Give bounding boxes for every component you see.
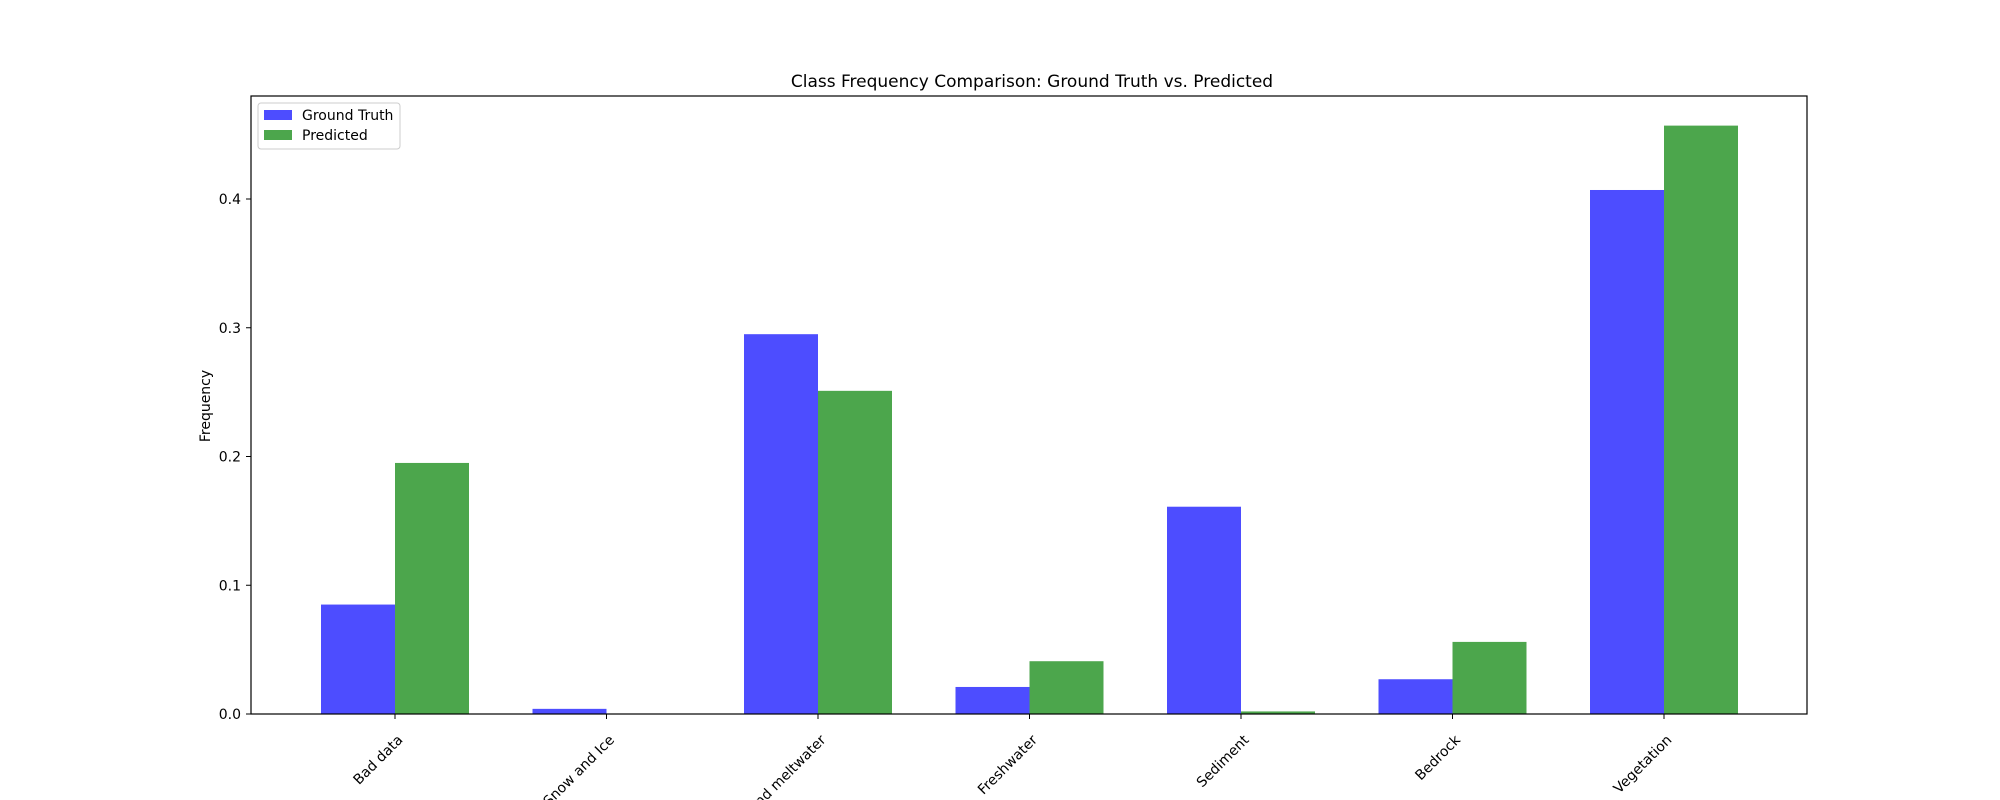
x-tick-label: Bad data xyxy=(351,732,407,788)
bar-predicted-bedrock xyxy=(1452,641,1527,714)
bar-ground-truth-bad-data xyxy=(321,604,395,714)
y-axis-label: Frequency xyxy=(198,370,214,442)
bar-predicted-bad-data xyxy=(395,462,469,714)
chart-title: Class Frequency Comparison: Ground Truth… xyxy=(791,72,1273,92)
legend: Ground Truth Predicted xyxy=(257,102,401,150)
bar-ground-truth-and-meltwater xyxy=(744,334,818,714)
x-tick-label: and meltwater xyxy=(746,732,830,800)
legend-box xyxy=(257,102,401,150)
x-tick-label: Snow and Ice xyxy=(541,732,618,800)
bar-ground-truth-snow-and-ice xyxy=(532,708,607,714)
bar-ground-truth-bedrock xyxy=(1378,679,1453,714)
y-tick-label: 0.1 xyxy=(219,578,241,594)
x-tick-label: Sediment xyxy=(1194,732,1253,791)
bar-predicted-and-meltwater xyxy=(818,390,892,714)
legend-label-predicted: Predicted xyxy=(302,128,368,144)
y-tick-label: 0.4 xyxy=(219,192,241,208)
bar-predicted-freshwater xyxy=(1029,661,1104,714)
y-tick-label: 0.3 xyxy=(219,321,241,337)
y-tick-label: 0.0 xyxy=(219,707,241,723)
bar-predicted-vegetation xyxy=(1664,125,1738,715)
bars-layer xyxy=(321,125,1738,715)
x-tick-label: Freshwater xyxy=(975,732,1041,798)
x-tick-label: Vegetation xyxy=(1611,732,1676,797)
bar-ground-truth-freshwater xyxy=(955,686,1030,714)
bar-predicted-sediment xyxy=(1241,711,1315,714)
y-tick-label: 0.2 xyxy=(219,450,241,466)
bar-ground-truth-vegetation xyxy=(1590,189,1664,715)
plot-frame xyxy=(250,95,1808,715)
x-tick-label: Bedrock xyxy=(1412,732,1464,784)
legend-swatch-ground-truth xyxy=(264,110,292,120)
legend-label-ground-truth: Ground Truth xyxy=(302,108,393,124)
legend-swatch-predicted xyxy=(264,130,292,140)
bar-ground-truth-sediment xyxy=(1167,506,1241,714)
